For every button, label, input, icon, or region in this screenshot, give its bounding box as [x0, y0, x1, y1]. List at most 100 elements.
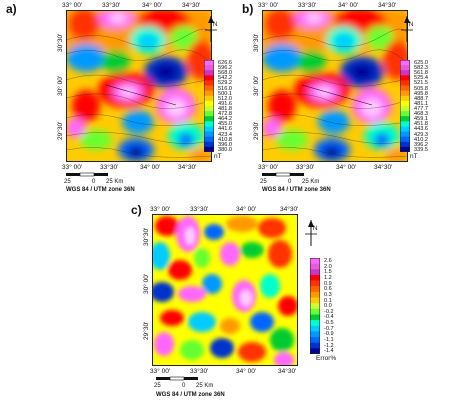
- panel-a-top-tick: 33° 00': [62, 2, 83, 9]
- legend-swatch: [204, 60, 214, 66]
- legend-label: 410.2: [414, 136, 428, 143]
- panel-c-legend-bar: [310, 258, 320, 354]
- legend-swatch: [400, 100, 410, 107]
- legend-swatch: [400, 60, 410, 66]
- legend-swatch: [204, 100, 214, 107]
- legend-label: 464.2: [218, 116, 232, 123]
- legend-label: 451.8: [414, 121, 428, 128]
- legend-swatch: [400, 70, 410, 76]
- legend-label: 542.2: [218, 75, 232, 82]
- legend-swatch: [400, 85, 410, 91]
- legend-label: 568.0: [218, 70, 232, 77]
- panel-c-bottom-tick: 33°30': [190, 368, 209, 375]
- panel-b-legend-bar: [400, 60, 410, 152]
- panel-a-scale-label: 0: [92, 179, 96, 185]
- legend-swatch: [204, 136, 214, 143]
- panel-c-label: c): [131, 203, 142, 217]
- panel-a-label: a): [6, 2, 17, 16]
- legend-label: 0.6: [324, 286, 332, 293]
- legend-label: 380.0: [218, 146, 232, 153]
- legend-swatch: [400, 136, 410, 143]
- legend-label: 481.8: [218, 106, 232, 112]
- legend-label: 441.6: [218, 126, 232, 133]
- panel-c-scale-label: 25: [154, 383, 161, 389]
- legend-label: 561.8: [414, 70, 428, 77]
- legend-label: -1.4: [324, 348, 334, 355]
- panel-c-map: [152, 214, 298, 366]
- legend-swatch: [310, 297, 320, 304]
- panel-c-bottom-tick: 34° 00': [236, 368, 257, 375]
- legend-label: 529.2: [218, 80, 232, 87]
- legend-label: 481.1: [414, 100, 428, 107]
- panel-c-scale-label: 0: [182, 383, 186, 389]
- legend-label: 625.0: [414, 60, 428, 66]
- legend-label: 491.6: [218, 100, 232, 107]
- panel-c-unit: Error%: [316, 355, 337, 362]
- legend-swatch: [204, 126, 214, 132]
- panel-b-scale-label: 0: [288, 179, 292, 185]
- legend-label: 582.3: [414, 65, 428, 72]
- legend-swatch: [204, 70, 214, 76]
- panel-a-top-tick: 34°30': [182, 2, 201, 9]
- panel-c-bottom-tick: 34°30': [278, 368, 297, 375]
- north-arrow-icon: [401, 16, 413, 42]
- legend-swatch: [310, 269, 320, 276]
- panel-a-scale-label: 25: [64, 179, 71, 185]
- legend-swatch: [204, 111, 214, 117]
- legend-label: 0.9: [324, 280, 332, 287]
- legend-swatch: [204, 85, 214, 91]
- panel-c-top-tick: 33° 00': [150, 206, 171, 213]
- legend-swatch: [204, 65, 214, 71]
- legend-label: 596.2: [218, 65, 232, 72]
- panel-c-bottom-tick: 33° 00': [150, 368, 171, 375]
- legend-swatch: [204, 75, 214, 81]
- legend-swatch: [400, 126, 410, 132]
- panel-c-top-tick: 34°30': [280, 206, 299, 213]
- panel-b-label: b): [242, 2, 254, 16]
- panel-c-left-tick: 29°30': [143, 321, 150, 340]
- legend-label: 516.0: [218, 85, 232, 92]
- legend-swatch: [310, 348, 320, 354]
- legend-swatch: [310, 291, 320, 298]
- legend-label: -1.2: [324, 342, 334, 349]
- panel-b-left-tick: 29°30': [253, 121, 260, 140]
- panel-a-top-tick: 33°30': [102, 2, 121, 9]
- legend-swatch: [204, 141, 214, 148]
- north-arrow-icon: [305, 220, 317, 246]
- legend-swatch: [310, 274, 320, 281]
- legend-label: 423.4: [218, 131, 232, 138]
- legend-label: 488.7: [414, 95, 428, 102]
- panel-a-top-tick: 34° 00': [142, 2, 163, 9]
- panel-a-scale-bar: [66, 172, 108, 177]
- panel-a-bottom-tick: 33° 00': [62, 164, 83, 171]
- legend-label: 468.3: [414, 111, 428, 118]
- panel-a-bottom-tick: 34°30': [178, 164, 197, 171]
- panel-c-left-tick: 30° 00': [143, 273, 150, 294]
- panel-a-left-tick: 30° 00': [57, 75, 64, 96]
- legend-label: 0.1: [324, 297, 332, 304]
- legend-swatch: [204, 146, 214, 152]
- legend-label: -0.7: [324, 325, 334, 332]
- legend-swatch: [400, 75, 410, 81]
- legend-swatch: [400, 80, 410, 86]
- legend-label: 0.0: [324, 303, 332, 310]
- panel-b-top-tick: 34° 00': [338, 2, 359, 9]
- legend-label: -0.5: [324, 320, 334, 327]
- panel-b-top-tick: 33° 00': [258, 2, 279, 9]
- legend-swatch: [400, 121, 410, 127]
- panel-b-footer: WGS 84 / UTM zone 36N: [262, 187, 331, 193]
- panel-a-bottom-tick: 33°30': [100, 164, 119, 171]
- legend-label: 626.6: [218, 60, 232, 66]
- legend-swatch: [310, 308, 320, 315]
- panel-b-unit: nT: [410, 153, 418, 160]
- panel-b-map: [262, 10, 408, 162]
- legend-swatch: [310, 258, 320, 264]
- legend-swatch: [400, 95, 410, 102]
- panel-a-left-tick: 29°30': [57, 121, 64, 140]
- legend-swatch: [204, 80, 214, 86]
- legend-label: 455.0: [218, 121, 232, 128]
- panel-a-unit: nT: [214, 153, 222, 160]
- panel-a-map: [66, 10, 212, 162]
- legend-swatch: [310, 331, 320, 338]
- legend-label: 459.1: [414, 116, 428, 123]
